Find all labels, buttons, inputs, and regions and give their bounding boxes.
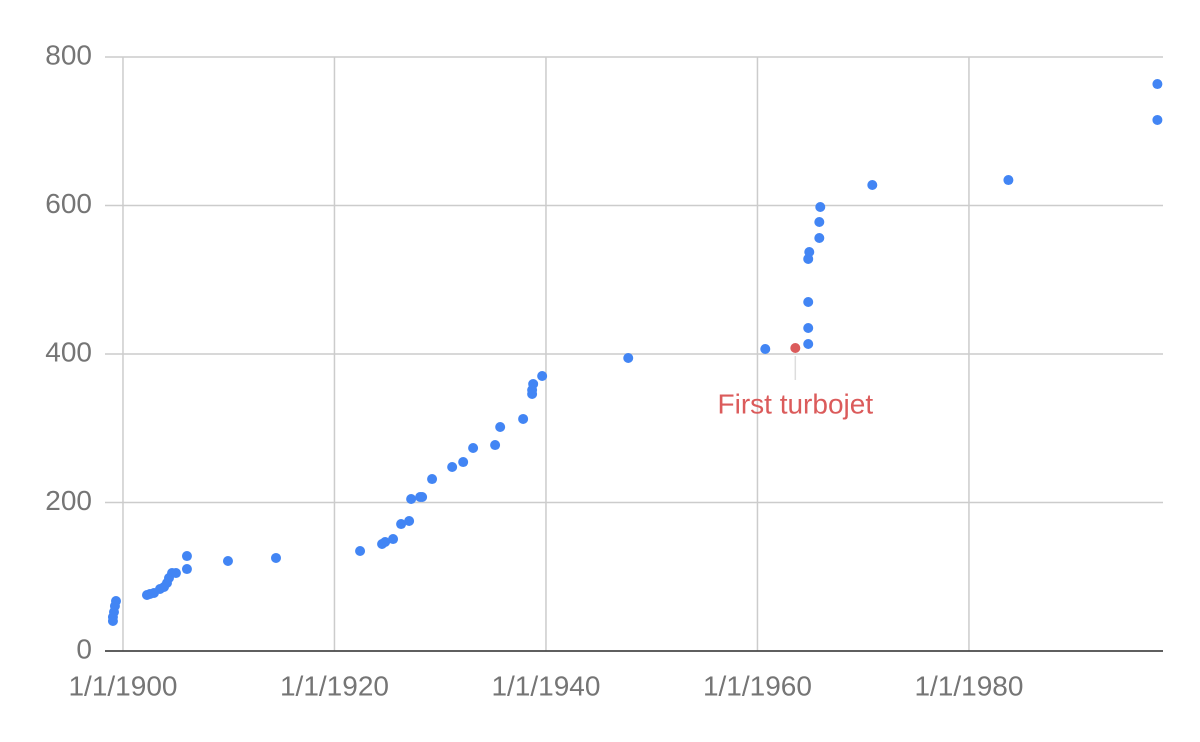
point [537, 370, 548, 381]
y-tick-label: 200 [45, 485, 92, 516]
point [468, 443, 479, 454]
y-tick-label: 600 [45, 188, 92, 219]
point [355, 545, 366, 556]
point [181, 551, 192, 562]
point [518, 413, 529, 424]
point [623, 353, 634, 364]
point [170, 568, 181, 579]
point [388, 534, 399, 545]
y-tick-label: 0 [76, 633, 92, 664]
annotation-text: First turbojet [718, 388, 874, 419]
point [528, 378, 539, 389]
y-tick-label: 800 [45, 39, 92, 70]
x-tick-label: 1/1/1980 [914, 670, 1023, 701]
point [222, 556, 233, 567]
point [803, 338, 814, 349]
x-tick-label: 1/1/1940 [491, 670, 600, 701]
y-tick-label: 400 [45, 336, 92, 367]
point [495, 421, 506, 432]
point [181, 564, 192, 575]
point [427, 474, 438, 485]
point [760, 344, 771, 355]
point [1152, 79, 1163, 90]
point [815, 201, 826, 212]
point [447, 462, 458, 473]
point [490, 440, 501, 451]
point [406, 494, 417, 505]
point [380, 537, 391, 548]
point [803, 297, 814, 308]
point [1152, 114, 1163, 125]
point [814, 216, 825, 227]
point [867, 180, 878, 191]
point [804, 246, 815, 257]
x-tick-label: 1/1/1960 [703, 670, 812, 701]
point [803, 323, 814, 334]
x-tick-label: 1/1/1920 [280, 670, 389, 701]
point [404, 515, 415, 526]
point [270, 552, 281, 563]
point [814, 233, 825, 244]
point [458, 457, 469, 468]
point [110, 596, 121, 607]
annotated-point [790, 342, 801, 353]
x-tick-label: 1/1/1900 [68, 670, 177, 701]
point [1003, 175, 1014, 186]
point [417, 492, 428, 503]
point [396, 519, 407, 530]
